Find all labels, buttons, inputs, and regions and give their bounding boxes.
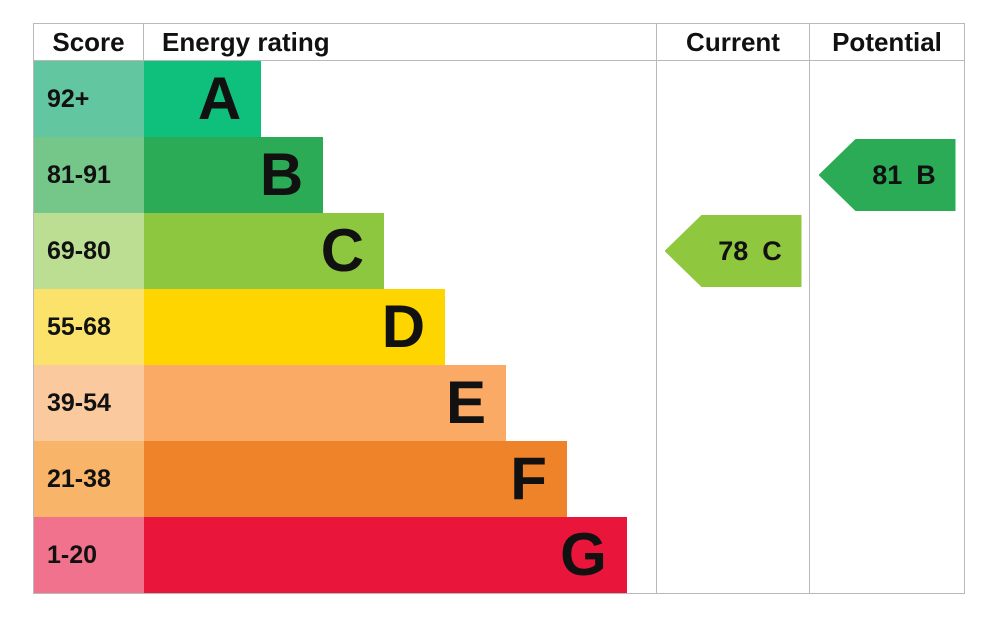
rating-band-letter: F xyxy=(510,445,547,512)
score-range-label: 55-68 xyxy=(47,312,111,341)
rating-band-bar-g: G xyxy=(144,517,627,593)
energy-rating-cell: A xyxy=(144,61,656,137)
potential-rating-arrow: 81 B xyxy=(818,139,956,211)
column-header-potential: Potential xyxy=(809,24,964,61)
score-range-cell-d: 55-68 xyxy=(34,289,144,365)
potential-rating-cell-g xyxy=(809,517,964,593)
current-rating-arrow: 78 C xyxy=(664,215,802,287)
column-header-energy-rating: Energy rating xyxy=(144,24,656,61)
score-range-label: 92+ xyxy=(47,84,90,113)
potential-rating-cell-f xyxy=(809,441,964,517)
column-header-score: Score xyxy=(34,24,144,61)
rating-band-letter: G xyxy=(560,521,607,588)
score-range-cell-b: 81-91 xyxy=(34,137,144,213)
energy-rating-cell: G xyxy=(144,517,656,593)
score-range-label: 39-54 xyxy=(47,388,111,417)
potential-rating-cell-a xyxy=(809,61,964,137)
score-range-label: 69-80 xyxy=(47,236,111,265)
score-range-cell-f: 21-38 xyxy=(34,441,144,517)
rating-band-bar-b: B xyxy=(144,137,324,213)
column-header-potential-label: Potential xyxy=(832,26,942,57)
current-rating-cell-b xyxy=(656,137,809,213)
score-range-cell-e: 39-54 xyxy=(34,365,144,441)
potential-rating-cell-c xyxy=(809,213,964,289)
rating-band-bar-c: C xyxy=(144,213,385,289)
energy-rating-cell: B xyxy=(144,137,656,213)
score-range-label: 81-91 xyxy=(47,160,111,189)
energy-rating-cell: E xyxy=(144,365,656,441)
rating-band-letter: C xyxy=(320,217,365,284)
column-header-energy-rating-label: Energy rating xyxy=(162,26,330,57)
column-header-score-label: Score xyxy=(52,26,125,57)
current-rating-arrow-letter: C xyxy=(762,235,782,266)
current-rating-cell-e xyxy=(656,365,809,441)
score-range-label: 1-20 xyxy=(47,540,98,569)
rating-band-bar-e: E xyxy=(144,365,506,441)
rating-band-letter: B xyxy=(259,141,304,208)
current-rating-arrow-score: 78 xyxy=(718,235,749,266)
energy-rating-cell: C xyxy=(144,213,656,289)
current-rating-cell-d xyxy=(656,289,809,365)
current-rating-cell-c: 78 C xyxy=(656,213,809,289)
potential-rating-cell-b: 81 B xyxy=(809,137,964,213)
column-header-current-label: Current xyxy=(686,26,780,57)
score-range-cell-a: 92+ xyxy=(34,61,144,137)
score-range-label: 21-38 xyxy=(47,464,111,493)
score-range-cell-c: 69-80 xyxy=(34,213,144,289)
epc-table: Score Energy rating Current Potential 92… xyxy=(33,23,965,594)
current-rating-cell-g xyxy=(656,517,809,593)
energy-rating-cell: D xyxy=(144,289,656,365)
rating-band-bar-f: F xyxy=(144,441,567,517)
rating-band-bar-a: A xyxy=(144,61,262,137)
current-rating-cell-f xyxy=(656,441,809,517)
potential-rating-arrow-letter: B xyxy=(916,159,936,190)
potential-rating-cell-e xyxy=(809,365,964,441)
potential-rating-arrow-score: 81 xyxy=(872,159,903,190)
rating-band-letter: E xyxy=(445,369,486,436)
energy-rating-cell: F xyxy=(144,441,656,517)
rating-band-letter: D xyxy=(381,293,426,360)
column-header-current: Current xyxy=(656,24,809,61)
rating-band-letter: A xyxy=(197,65,242,132)
rating-band-bar-d: D xyxy=(144,289,446,365)
current-rating-cell-a xyxy=(656,61,809,137)
score-range-cell-g: 1-20 xyxy=(34,517,144,593)
potential-rating-cell-d xyxy=(809,289,964,365)
